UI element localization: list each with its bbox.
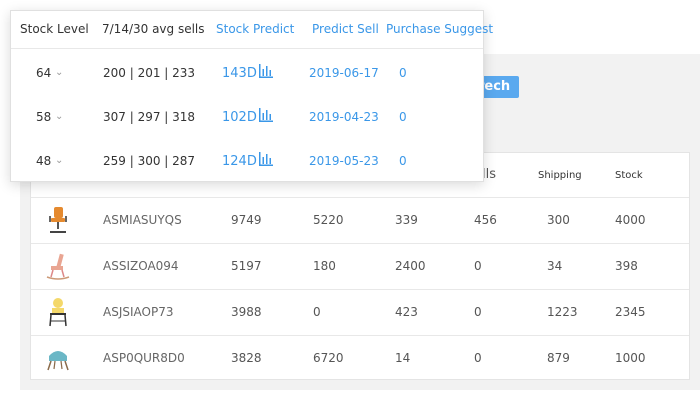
popup-header: Stock Level 7/14/30 avg sells Stock Pred… — [11, 11, 493, 49]
cell: 6720 — [313, 351, 344, 365]
cell: 9749 — [231, 213, 262, 227]
stock-cell: 1000 — [615, 351, 646, 365]
cell: 14 — [395, 351, 411, 365]
header-shipping[interactable]: Shipping — [538, 170, 582, 181]
sku: ASJSIAOP73 — [103, 305, 174, 319]
table-row[interactable]: ASP0QUR8D0 3828 6720 14 0 879 1000 — [31, 335, 689, 380]
sku: ASP0QUR8D0 — [103, 351, 185, 365]
header-stock[interactable]: Stock — [615, 170, 643, 181]
popup-row: 64 ⌄ 200 | 201 | 233 143D 2019-06-17 0 — [11, 52, 483, 96]
sku: ASMIASUYQS — [103, 213, 182, 227]
chevron-down-icon[interactable]: ⌄ — [55, 67, 64, 78]
header-stock-level: Stock Level — [20, 22, 89, 36]
stock-predict-value[interactable]: 143D — [222, 66, 257, 81]
header-stock-predict[interactable]: Stock Predict — [216, 22, 295, 36]
cell: 5220 — [313, 213, 344, 227]
stock-predict-value[interactable]: 102D — [222, 110, 257, 125]
purchase-suggest-value[interactable]: 0 — [399, 66, 407, 80]
search-button[interactable]: rech — [474, 76, 519, 98]
shipping-cell: 34 — [547, 259, 563, 273]
product-table: lls Shipping Stock ASMIASUYQS 9749 5220 … — [30, 152, 690, 380]
shipping-cell: 300 — [547, 213, 570, 227]
table-row[interactable]: ASSIZOA094 5197 180 2400 0 34 398 — [31, 243, 689, 288]
cell: 5197 — [231, 259, 262, 273]
popup-row: 58 ⌄ 307 | 297 | 318 102D 2019-04-23 0 — [11, 96, 483, 140]
purchase-suggest-value[interactable]: 0 — [399, 110, 407, 124]
header-predict-sell[interactable]: Predict Sell — [312, 22, 379, 36]
cell: 3828 — [231, 351, 262, 365]
avg-sells-value: 307 | 297 | 318 — [103, 110, 196, 124]
sku: ASSIZOA094 — [103, 259, 179, 273]
cell: 2400 — [395, 259, 426, 273]
stock-cell: 4000 — [615, 213, 646, 227]
stock-level-value[interactable]: 58 — [36, 110, 52, 124]
rocking-chair-thumbnail — [46, 253, 70, 280]
bar-chart-icon[interactable] — [258, 152, 274, 166]
shipping-cell: 879 — [547, 351, 570, 365]
cell: 0 — [313, 305, 321, 319]
table-row[interactable]: ASMIASUYQS 9749 5220 339 456 300 4000 — [31, 197, 689, 242]
office-chair-thumbnail — [49, 207, 67, 233]
stock-cell: 2345 — [615, 305, 646, 319]
avg-sells-value: 200 | 201 | 233 — [103, 66, 196, 80]
stock-predict-value[interactable]: 124D — [222, 154, 257, 169]
chevron-down-icon[interactable]: ⌄ — [55, 155, 64, 166]
cell: 423 — [395, 305, 418, 319]
header-avg-sells: 7/14/30 avg sells — [102, 22, 205, 36]
stock-level-value[interactable]: 64 — [36, 66, 52, 80]
bar-chart-icon[interactable] — [258, 108, 274, 122]
popup-row: 48 ⌄ 259 | 300 | 287 124D 2019-05-23 0 — [11, 140, 483, 184]
stock-level-value[interactable]: 48 — [36, 154, 52, 168]
predict-sell-date: 2019-05-23 — [309, 154, 379, 168]
cell: 3988 — [231, 305, 262, 319]
chevron-down-icon[interactable]: ⌄ — [55, 111, 64, 122]
cell: 0 — [474, 305, 482, 319]
cell: 0 — [474, 351, 482, 365]
stock-detail-popup: Stock Level 7/14/30 avg sells Stock Pred… — [10, 10, 493, 184]
lounge-chair-thumbnail — [47, 351, 69, 371]
cell: 180 — [313, 259, 336, 273]
stock-cell: 398 — [615, 259, 638, 273]
header-purchase-suggest[interactable]: Purchase Suggest — [386, 22, 494, 36]
bar-chart-icon[interactable] — [258, 64, 274, 78]
cell: 339 — [395, 213, 418, 227]
predict-sell-date: 2019-06-17 — [309, 66, 379, 80]
cell: 0 — [474, 259, 482, 273]
header-partial: lls — [482, 167, 496, 182]
cell: 456 — [474, 213, 497, 227]
predict-sell-date: 2019-04-23 — [309, 110, 379, 124]
purchase-suggest-value[interactable]: 0 — [399, 154, 407, 168]
table-row[interactable]: ASJSIAOP73 3988 0 423 0 1223 2345 — [31, 289, 689, 334]
high-chair-thumbnail — [49, 298, 67, 327]
avg-sells-value: 259 | 300 | 287 — [103, 154, 196, 168]
shipping-cell: 1223 — [547, 305, 578, 319]
